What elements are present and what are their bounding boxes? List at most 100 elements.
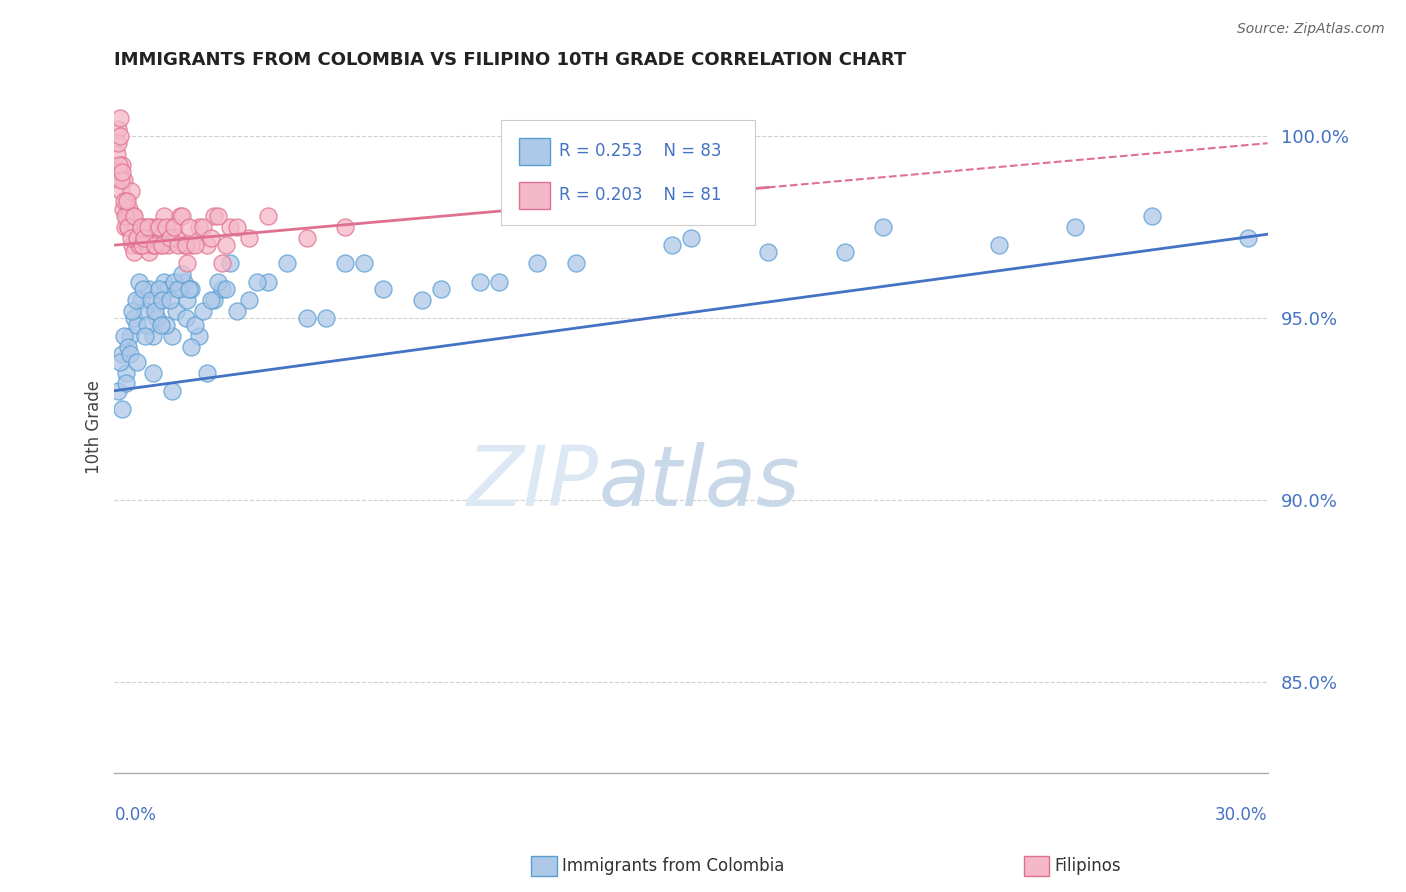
Point xyxy=(117,219,139,234)
Point xyxy=(129,219,152,234)
Point xyxy=(872,219,894,234)
Point xyxy=(202,293,225,307)
Point xyxy=(411,293,433,307)
Point xyxy=(143,238,166,252)
Point xyxy=(191,303,214,318)
Point xyxy=(295,231,318,245)
Point xyxy=(184,318,207,333)
Point xyxy=(124,219,146,234)
Point xyxy=(430,282,453,296)
Point xyxy=(333,256,356,270)
Point xyxy=(127,318,149,333)
Point xyxy=(131,219,153,234)
Point xyxy=(111,202,134,216)
Point xyxy=(149,318,172,333)
Point xyxy=(173,275,195,289)
Point xyxy=(142,238,165,252)
Text: R = 0.253    N = 83: R = 0.253 N = 83 xyxy=(558,142,721,161)
Point xyxy=(107,136,129,151)
Point xyxy=(143,303,166,318)
Point xyxy=(160,219,183,234)
Point xyxy=(238,293,260,307)
Point xyxy=(111,158,134,172)
Point xyxy=(215,238,238,252)
Point xyxy=(120,184,142,198)
Point xyxy=(238,231,260,245)
Point xyxy=(218,219,240,234)
Point xyxy=(115,194,138,209)
Point xyxy=(333,219,356,234)
Point xyxy=(118,347,141,361)
Point xyxy=(165,231,187,245)
Point xyxy=(174,310,197,325)
Point xyxy=(166,282,188,296)
Text: Immigrants from Colombia: Immigrants from Colombia xyxy=(562,857,785,875)
Point xyxy=(661,238,683,252)
Point xyxy=(145,219,167,234)
Point xyxy=(115,376,138,391)
Point xyxy=(138,245,160,260)
Point xyxy=(134,303,156,318)
Point xyxy=(180,238,202,252)
Point xyxy=(155,318,177,333)
Point xyxy=(564,256,586,270)
Point xyxy=(142,329,165,343)
Point xyxy=(128,275,150,289)
Point xyxy=(1237,231,1260,245)
Point xyxy=(170,267,193,281)
Point xyxy=(115,209,138,223)
Point xyxy=(155,219,177,234)
Point xyxy=(117,340,139,354)
Point xyxy=(152,238,174,252)
Text: R = 0.203    N = 81: R = 0.203 N = 81 xyxy=(558,186,721,204)
Point xyxy=(200,231,222,245)
Point xyxy=(246,275,269,289)
Point xyxy=(107,121,129,136)
Point xyxy=(114,209,136,223)
Text: atlas: atlas xyxy=(599,442,800,523)
Point xyxy=(159,293,181,307)
Point xyxy=(124,209,146,223)
Point xyxy=(121,209,143,223)
Point xyxy=(114,219,136,234)
Point xyxy=(117,219,139,234)
Point xyxy=(118,329,141,343)
Point xyxy=(179,282,201,296)
Point xyxy=(115,194,138,209)
Point xyxy=(134,231,156,245)
Text: ZIP: ZIP xyxy=(467,442,599,523)
Point xyxy=(257,209,280,223)
Point xyxy=(112,329,135,343)
Point xyxy=(118,209,141,223)
Point xyxy=(131,238,153,252)
Point xyxy=(191,219,214,234)
Point xyxy=(115,366,138,380)
Point xyxy=(211,282,233,296)
Point xyxy=(111,165,134,179)
Point xyxy=(159,231,181,245)
Point xyxy=(148,282,170,296)
Point xyxy=(468,275,491,289)
Y-axis label: 10th Grade: 10th Grade xyxy=(86,380,103,475)
Point xyxy=(488,275,510,289)
Point xyxy=(180,340,202,354)
Point xyxy=(166,238,188,252)
Point xyxy=(169,209,191,223)
Point xyxy=(136,318,159,333)
Point xyxy=(112,194,135,209)
Point xyxy=(176,293,198,307)
Point xyxy=(207,275,229,289)
Point xyxy=(1142,209,1164,223)
Point xyxy=(218,256,240,270)
Point xyxy=(127,354,149,368)
Point xyxy=(142,366,165,380)
Point xyxy=(987,238,1010,252)
Point xyxy=(127,231,149,245)
Point xyxy=(195,366,218,380)
Point xyxy=(373,282,395,296)
Point xyxy=(160,329,183,343)
Point xyxy=(169,282,191,296)
Point xyxy=(176,256,198,270)
Point xyxy=(132,231,155,245)
Point xyxy=(107,384,129,398)
